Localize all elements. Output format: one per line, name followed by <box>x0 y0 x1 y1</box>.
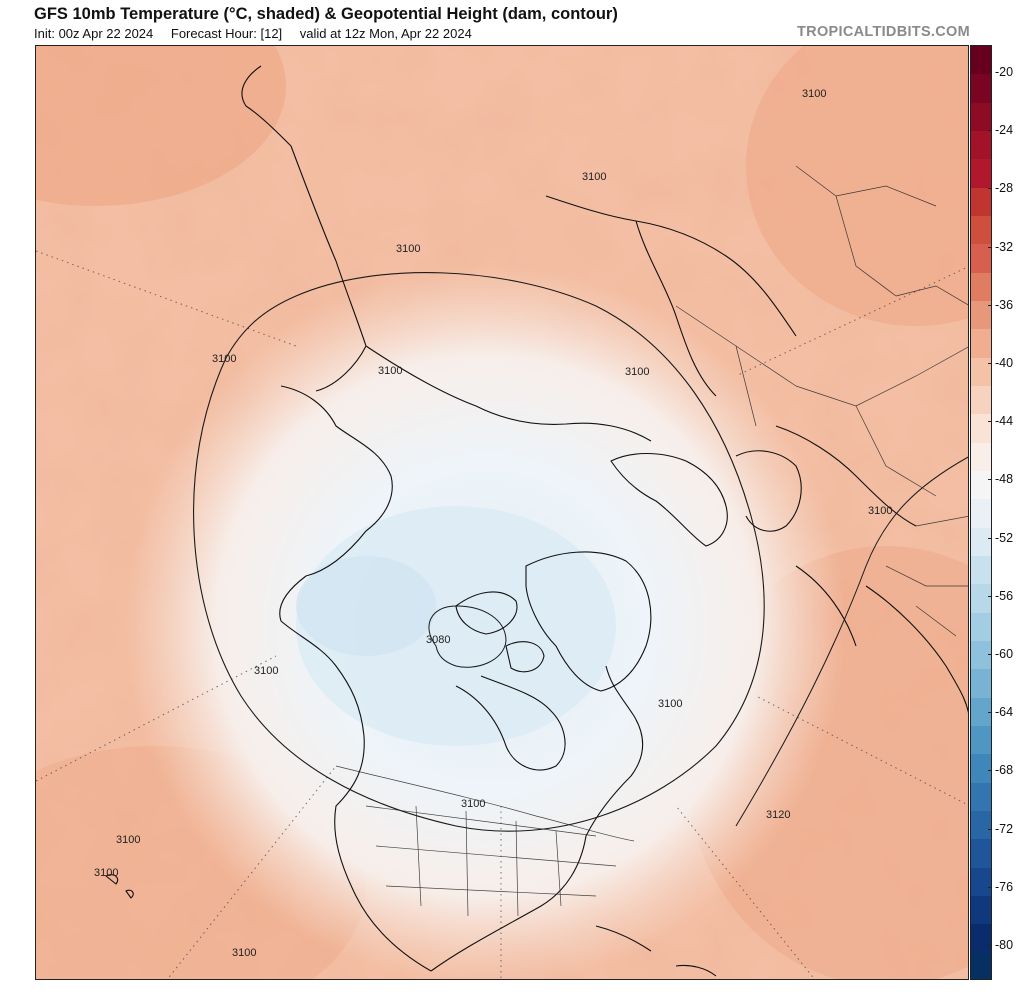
colorbar-segment <box>971 357 991 387</box>
colorbar-segment <box>971 641 991 670</box>
colorbar-segment <box>971 754 991 784</box>
colorbar-tick-label: -24 <box>988 123 1022 137</box>
colorbar-segment <box>971 159 991 189</box>
brand-watermark: TROPICALTIDBITS.COM <box>797 24 970 40</box>
colorbar-segment <box>971 527 991 557</box>
colorbar-segment <box>971 102 991 132</box>
coastlines <box>105 65 968 977</box>
valid-time: valid at 12z Mon, Apr 22 2024 <box>299 26 472 41</box>
colorbar-tick-label: -48 <box>988 472 1022 486</box>
colorbar-segment <box>971 867 991 897</box>
colorbar-segment <box>971 896 991 925</box>
colorbar-segment <box>971 952 991 979</box>
colorbar-tick-label: -68 <box>988 763 1022 777</box>
contour-label: 3100 <box>212 353 236 365</box>
colorbar-segment <box>971 386 991 415</box>
colorbar-segment <box>971 414 991 444</box>
colorbar-segment <box>971 272 991 302</box>
colorbar-segment <box>971 726 991 755</box>
contour-label: 3100 <box>802 88 826 100</box>
colorbar-segment <box>971 924 991 954</box>
colorbar-tick-label: -56 <box>988 589 1022 603</box>
init-time: Init: 00z Apr 22 2024 <box>34 26 154 41</box>
map-canvas: 3100 3100 3100 3100 3100 3100 3100 3100 … <box>36 46 968 979</box>
contour-label: 3100 <box>582 171 606 183</box>
colorbar-tick-label: -64 <box>988 705 1022 719</box>
colorbar-segment <box>971 46 991 75</box>
colorbar-tick-label: -32 <box>988 240 1022 254</box>
forecast-hour: Forecast Hour: [12] <box>170 26 283 41</box>
colorbar-segment <box>971 669 991 699</box>
colorbar-tick-label: -20 <box>988 65 1022 79</box>
graticule <box>36 250 968 979</box>
colorbar-tick-label: -76 <box>988 880 1022 894</box>
colorbar-segment <box>971 556 991 585</box>
colorbar-tick-label: -52 <box>988 531 1022 545</box>
colorbar-segment <box>971 131 991 160</box>
colorbar-tick-label: -60 <box>988 647 1022 661</box>
colorbar-segment <box>971 499 991 529</box>
contour-label-group: 3100 3100 3100 3100 3100 3100 3100 3100 … <box>94 88 892 959</box>
colorbar-tick-label: -36 <box>988 298 1022 312</box>
contour-label: 3100 <box>378 365 402 377</box>
contour-label: 3120 <box>766 809 790 821</box>
political-borders <box>335 165 968 917</box>
coldest-region <box>296 556 436 656</box>
warm-patch <box>746 46 968 326</box>
height-contour-3080 <box>428 605 507 668</box>
contour-label: 3100 <box>658 698 682 710</box>
colorbar-segment <box>971 612 991 642</box>
temperature-map: 3100 3100 3100 3100 3100 3100 3100 3100 … <box>35 45 969 980</box>
map-subtitle: Init: 00z Apr 22 2024 Forecast Hour: [12… <box>34 26 486 41</box>
contour-label: 3100 <box>396 243 420 255</box>
colorbar-segment <box>971 584 991 614</box>
warm-patch <box>36 46 286 206</box>
colorbar-segment <box>971 329 991 359</box>
height-contour-3120 <box>735 456 968 827</box>
contour-label: 3100 <box>461 798 485 810</box>
contour-label: 3100 <box>232 947 256 959</box>
contour-label: 3100 <box>868 505 892 517</box>
contour-label: 3100 <box>625 366 649 378</box>
contour-label: 3080 <box>426 634 450 646</box>
contour-label: 3100 <box>254 665 278 677</box>
colorbar-segment <box>971 782 991 812</box>
contour-label: 3100 <box>116 834 140 846</box>
colorbar-segment <box>971 442 991 472</box>
colorbar-tick-label: -80 <box>988 938 1022 952</box>
colorbar-tick-label: -40 <box>988 356 1022 370</box>
colorbar-segment <box>971 697 991 727</box>
colorbar-tick-label: -72 <box>988 822 1022 836</box>
colorbar-segment <box>971 244 991 274</box>
colorbar-segment <box>971 74 991 104</box>
colorbar-segment <box>971 187 991 217</box>
height-contour-3100 <box>193 272 765 832</box>
colorbar-segment <box>971 216 991 245</box>
colorbar-tick-label: -44 <box>988 414 1022 428</box>
colorbar-segment <box>971 811 991 840</box>
colorbar-segment <box>971 839 991 869</box>
map-title: GFS 10mb Temperature (°C, shaded) & Geop… <box>34 5 618 23</box>
colorbar-segment <box>971 471 991 500</box>
colorbar-segment <box>971 301 991 330</box>
colorbar-tick-label: -28 <box>988 181 1022 195</box>
contour-label: 3100 <box>94 867 118 879</box>
colorbar <box>970 45 992 980</box>
